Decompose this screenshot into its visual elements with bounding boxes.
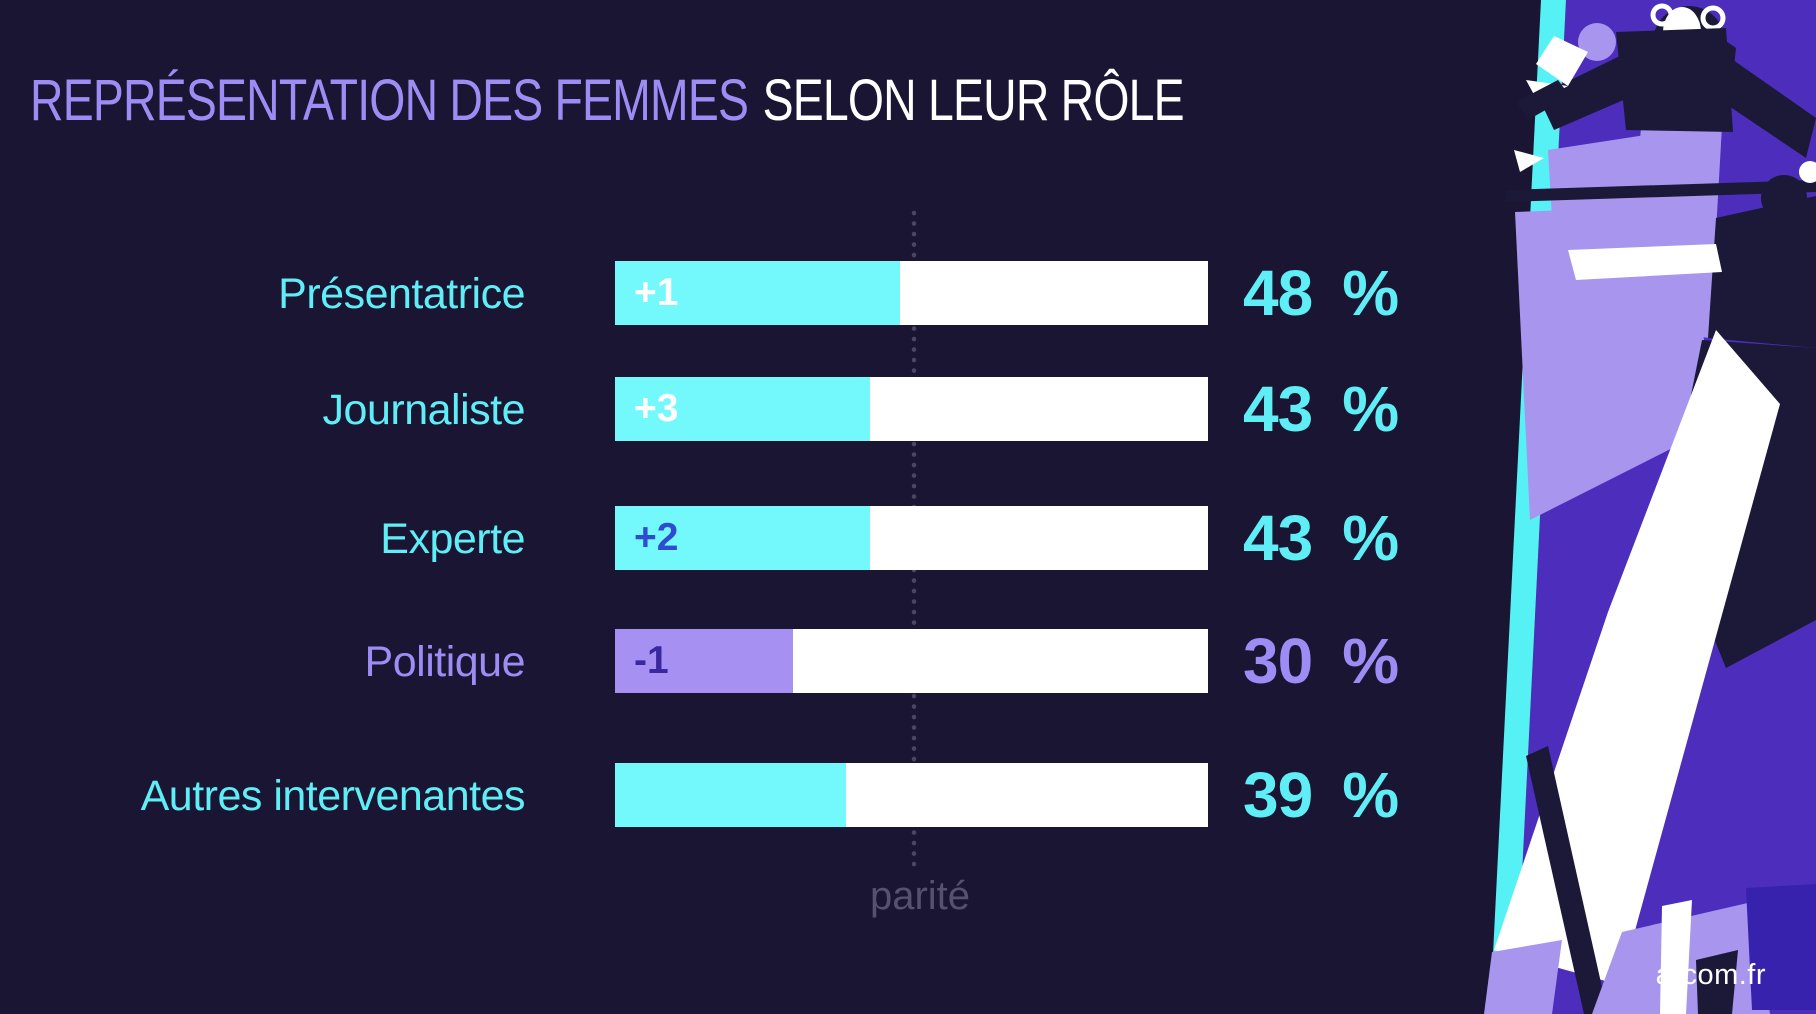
title-rest: SELON LEUR RÔLE <box>762 68 1185 133</box>
percent-value: 39% <box>1243 759 1399 831</box>
dancer-leg <box>1526 746 1608 1014</box>
chart-row: Présentatrice +1 48% <box>0 257 1500 329</box>
journalist-jacket <box>1616 28 1733 132</box>
category-label: Politique <box>364 638 526 686</box>
journalist-arm-right <box>1720 55 1816 158</box>
dancer-arm <box>1568 244 1722 280</box>
chart-row: Journaliste +3 43% <box>0 373 1500 445</box>
percent-value: 43% <box>1243 373 1399 445</box>
delta-label: +3 <box>634 387 679 430</box>
headphone-right-icon <box>1700 5 1726 31</box>
chart-row: Experte +2 43% <box>0 502 1500 574</box>
bar-fill: -1 <box>615 629 793 693</box>
category-label: Journaliste <box>322 386 526 434</box>
chart-row: Autres intervenantes 39% <box>0 759 1500 831</box>
delta-label: -1 <box>634 639 669 682</box>
bar-fill: +3 <box>615 377 870 441</box>
percent-value: 30% <box>1243 625 1399 697</box>
bar-track: -1 <box>615 629 1208 693</box>
mic-boom-bar <box>1506 180 1816 202</box>
microphone-head-icon <box>1578 23 1616 61</box>
percent-value: 48% <box>1243 257 1399 329</box>
source-credit: arcom.fr <box>1655 959 1766 991</box>
journalist-trousers <box>1622 118 1722 338</box>
category-label: Autres intervenantes <box>140 772 526 820</box>
bar-track: +3 <box>615 377 1208 441</box>
bar-track: +1 <box>615 261 1208 325</box>
bar-fill: +1 <box>615 261 900 325</box>
bar-fill <box>615 763 847 827</box>
dancer-leg-white <box>1660 900 1692 1014</box>
category-label: Experte <box>380 515 525 563</box>
journalist-arm-left <box>1538 52 1642 130</box>
white-triangle-accent <box>1514 150 1544 172</box>
category-label: Présentatrice <box>278 270 525 318</box>
journalist-hand <box>1799 161 1816 183</box>
delta-label: +2 <box>634 516 679 559</box>
parity-label: parité <box>869 874 971 918</box>
bar-track: +2 <box>615 506 1208 570</box>
dancer-torso <box>1708 196 1816 348</box>
delta-label: +1 <box>634 271 679 314</box>
lavender-floor-left <box>1484 940 1562 1014</box>
chart-row: Politique -1 30% <box>0 625 1500 697</box>
bar-fill: +2 <box>615 506 870 570</box>
percent-value: 43% <box>1243 502 1399 574</box>
dancer-skirt <box>1494 330 1780 985</box>
microphone-windscreen <box>1536 36 1588 86</box>
page-title: REPRÉSENTATION DES FEMMES SELON LEUR RÔLE <box>30 72 1185 130</box>
navy-shoe <box>1696 950 1738 1014</box>
title-highlight: REPRÉSENTATION DES FEMMES <box>30 68 749 133</box>
illustration-panel <box>1484 0 1816 1014</box>
bar-track <box>615 763 1208 827</box>
violet-block <box>1746 884 1816 1010</box>
headphone-left-icon <box>1650 3 1674 27</box>
microphone-handle <box>1516 80 1570 120</box>
